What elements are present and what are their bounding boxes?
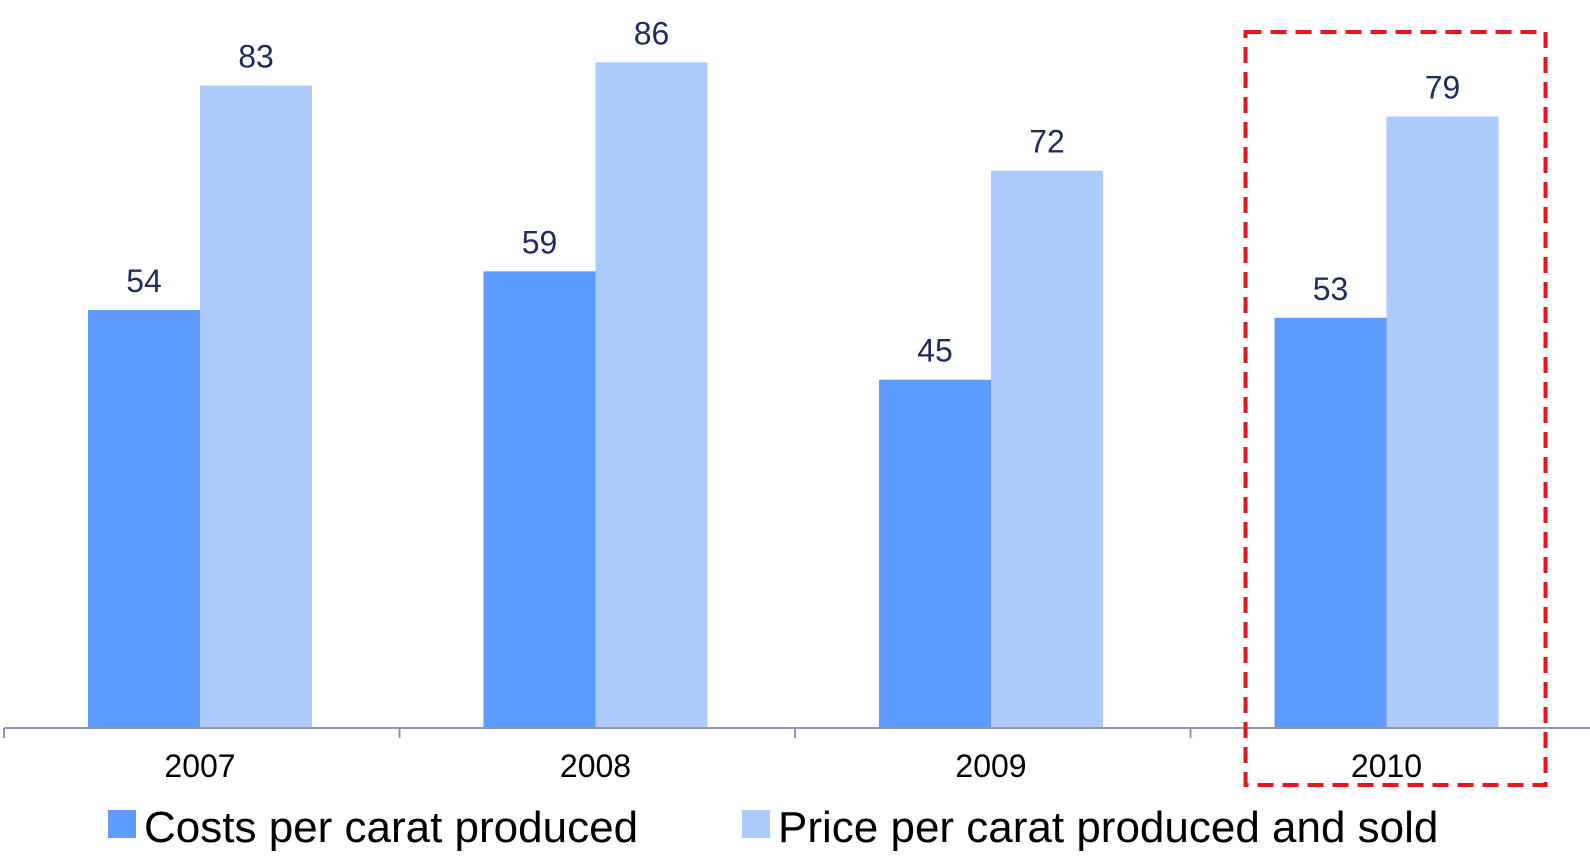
- x-tick-label-2008: 2008: [560, 748, 631, 784]
- data-label-2007-series-0: 54: [126, 263, 162, 299]
- x-tick-label-2010: 2010: [1351, 748, 1422, 784]
- bar-2010-series-0: [1274, 317, 1387, 728]
- data-label-2010-series-0: 53: [1313, 271, 1349, 307]
- legend-label-costs: Costs per carat produced: [144, 803, 638, 852]
- data-label-2008-series-0: 59: [522, 224, 558, 260]
- bar-2009-series-0: [879, 379, 991, 728]
- data-labels-group: 54 83 59 86 45 72 53 79: [126, 15, 1460, 368]
- x-tick-labels: 2007 2008 2009 2010: [164, 748, 1422, 784]
- bar-2007-series-0: [88, 310, 200, 728]
- legend: Costs per carat produced Price per carat…: [108, 803, 1438, 852]
- legend-swatch-price: [742, 810, 770, 838]
- bar-2007-series-1: [200, 85, 312, 728]
- bar-2008-series-1: [595, 62, 708, 729]
- x-tick-label-2007: 2007: [164, 748, 235, 784]
- x-axis: [3, 727, 1590, 738]
- data-label-2009-series-1: 72: [1029, 124, 1065, 160]
- bar-2010-series-1: [1386, 116, 1499, 729]
- highlight-box-2010: [1243, 30, 1548, 787]
- data-label-2007-series-1: 83: [238, 39, 274, 75]
- x-tick-label-2009: 2009: [955, 748, 1026, 784]
- data-label-2010-series-1: 79: [1425, 70, 1461, 106]
- bars-group: [88, 62, 1499, 729]
- bar-2008-series-0: [483, 271, 596, 728]
- bar-2009-series-1: [991, 170, 1103, 729]
- legend-label-price: Price per carat produced and sold: [778, 803, 1438, 852]
- legend-swatch-costs: [108, 810, 136, 838]
- data-label-2009-series-0: 45: [917, 333, 953, 369]
- data-label-2008-series-1: 86: [634, 15, 670, 51]
